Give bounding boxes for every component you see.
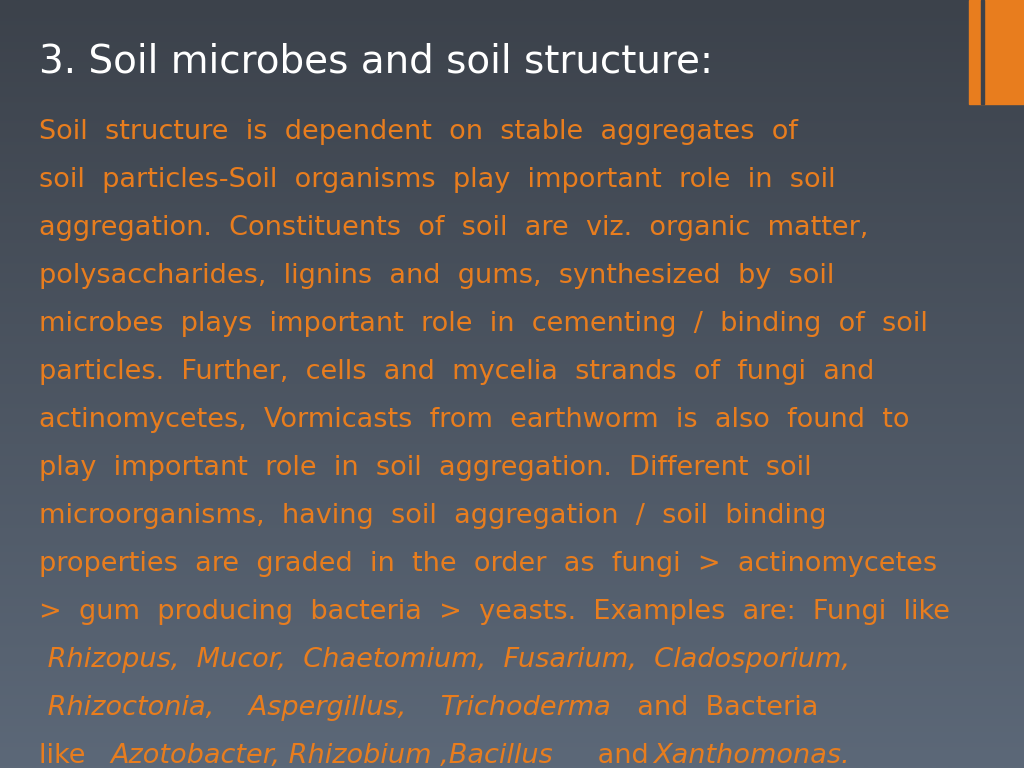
Text: properties  are  graded  in  the  order  as  fungi  >  actinomycetes: properties are graded in the order as fu… <box>39 551 937 577</box>
Text: and: and <box>589 743 666 768</box>
Text: >  gum  producing  bacteria  >  yeasts.  Examples  are:  Fungi  like: > gum producing bacteria > yeasts. Examp… <box>39 599 950 625</box>
Text: Azotobacter, Rhizobium ,Bacillus: Azotobacter, Rhizobium ,Bacillus <box>111 743 553 768</box>
Text: particles.  Further,  cells  and  mycelia  strands  of  fungi  and: particles. Further, cells and mycelia st… <box>39 359 874 385</box>
Text: microbes  plays  important  role  in  cementing  /  binding  of  soil: microbes plays important role in cementi… <box>39 311 928 337</box>
Bar <box>969 0 1024 104</box>
Text: 3. Soil microbes and soil structure:: 3. Soil microbes and soil structure: <box>39 42 713 80</box>
Text: actinomycetes,  Vormicasts  from  earthworm  is  also  found  to: actinomycetes, Vormicasts from earthworm… <box>39 407 909 433</box>
Text: polysaccharides,  lignins  and  gums,  synthesized  by  soil: polysaccharides, lignins and gums, synth… <box>39 263 835 289</box>
Text: Rhizoctonia,    Aspergillus,    Trichoderma: Rhizoctonia, Aspergillus, Trichoderma <box>39 695 610 721</box>
Text: like: like <box>39 743 102 768</box>
Text: play  important  role  in  soil  aggregation.  Different  soil: play important role in soil aggregation.… <box>39 455 812 481</box>
Text: aggregation.  Constituents  of  soil  are  viz.  organic  matter,: aggregation. Constituents of soil are vi… <box>39 215 868 241</box>
Text: soil  particles-Soil  organisms  play  important  role  in  soil: soil particles-Soil organisms play impor… <box>39 167 836 193</box>
Text: Xanthomonas.: Xanthomonas. <box>653 743 850 768</box>
Bar <box>981 0 984 104</box>
Text: microorganisms,  having  soil  aggregation  /  soil  binding: microorganisms, having soil aggregation … <box>39 503 826 529</box>
Text: Rhizopus,  Mucor,  Chaetomium,  Fusarium,  Cladosporium,: Rhizopus, Mucor, Chaetomium, Fusarium, C… <box>39 647 850 673</box>
Text: Soil  structure  is  dependent  on  stable  aggregates  of: Soil structure is dependent on stable ag… <box>39 119 798 145</box>
Text: and  Bacteria: and Bacteria <box>620 695 818 721</box>
